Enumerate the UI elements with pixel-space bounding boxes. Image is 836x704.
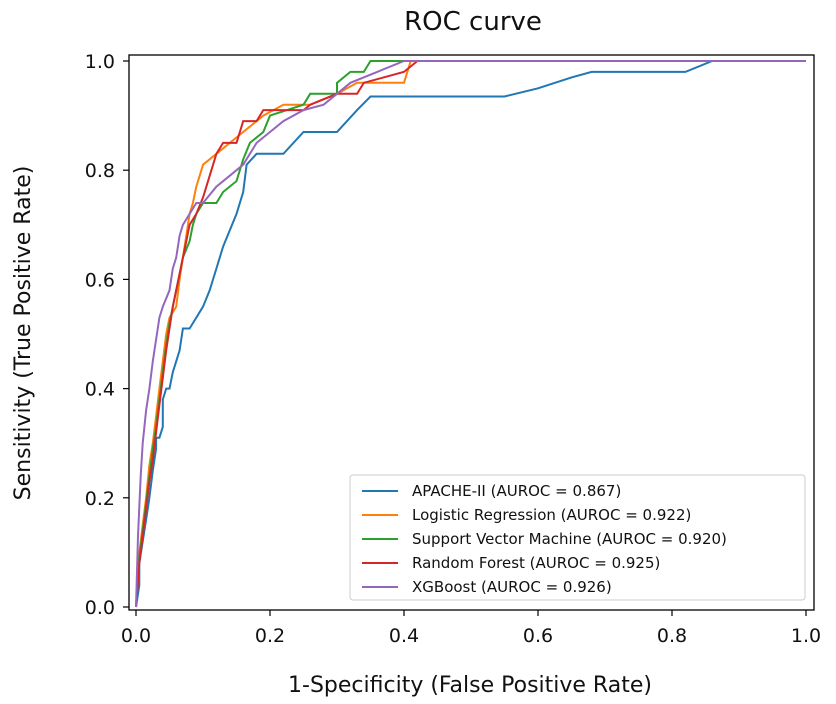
x-tick-label: 0.0 [121,625,151,647]
y-tick-label: 1.0 [85,51,115,73]
chart-title: ROC curve [404,7,542,37]
y-tick-label: 0.4 [85,379,115,401]
series-line-5 [135,60,806,608]
y-tick-label: 0.2 [85,488,115,510]
series-line-4 [135,60,806,608]
x-tick-label: 0.8 [657,625,687,647]
y-tick-label: 0.0 [85,597,115,619]
legend-label-5: XGBoost (AUROC = 0.926) [412,578,612,596]
legend-label-3: Support Vector Machine (AUROC = 0.920) [412,530,727,548]
y-tick-label: 0.6 [85,269,115,291]
y-tick-label: 0.8 [85,160,115,182]
x-tick-label: 0.4 [389,625,419,647]
legend: APACHE-II (AUROC = 0.867) Logistic Regres… [349,474,806,601]
x-axis: 0.0 0.2 0.4 0.6 0.8 1.0 [121,610,821,647]
y-axis: 0.0 0.2 0.4 0.6 0.8 1.0 [85,51,129,619]
legend-box [349,474,806,601]
x-tick-label: 1.0 [791,625,821,647]
x-axis-title: 1-Specificity (False Positive Rate) [288,673,652,698]
y-axis-title: Sensitivity (True Positive Rate) [11,166,36,501]
legend-label-1: APACHE-II (AUROC = 0.867) [412,482,621,500]
plot-frame [128,54,815,611]
x-tick-label: 0.6 [523,625,553,647]
series-layer [135,60,806,608]
legend-label-2: Logistic Regression (AUROC = 0.922) [412,506,691,524]
series-line-1 [135,60,806,608]
legend-label-4: Random Forest (AUROC = 0.925) [412,554,660,572]
x-tick-label: 0.2 [255,625,285,647]
